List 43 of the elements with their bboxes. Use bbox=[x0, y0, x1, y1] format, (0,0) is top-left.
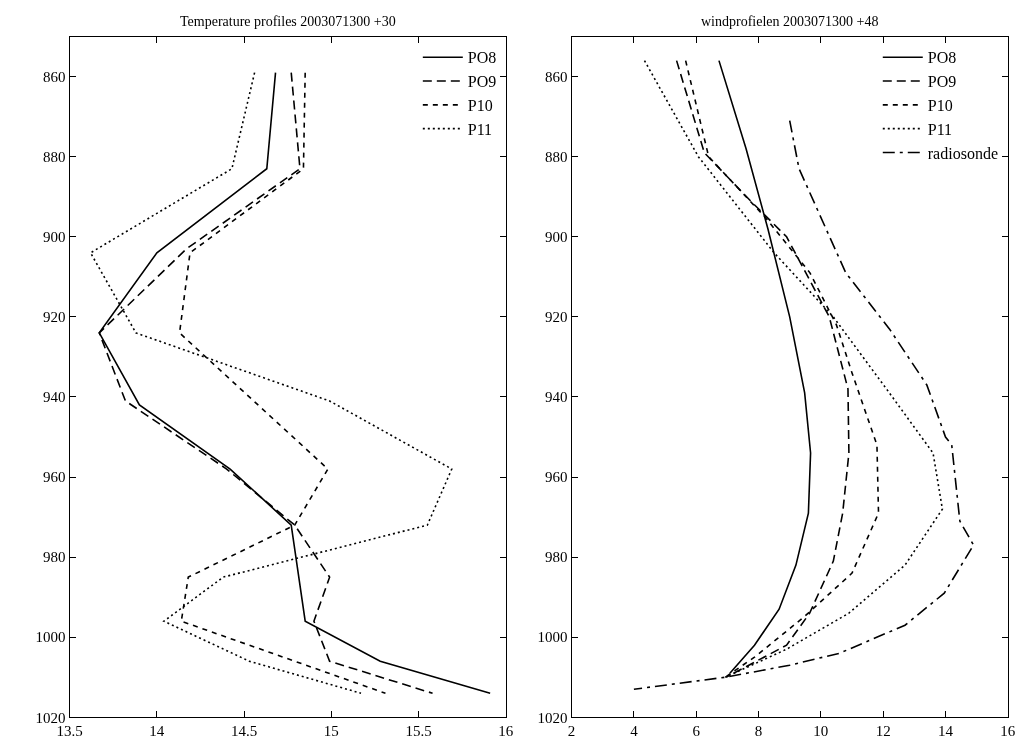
y-tick-label: 920 bbox=[43, 309, 66, 326]
x-tick-label: 16 bbox=[498, 723, 514, 740]
y-tick-label: 900 bbox=[545, 229, 568, 246]
y-tick-label: 960 bbox=[545, 469, 568, 486]
y-tick-label: 1000 bbox=[537, 629, 568, 646]
x-tick-label: 2 bbox=[567, 723, 576, 740]
y-tick-label: 860 bbox=[43, 68, 66, 85]
y-tick-label: 1020 bbox=[35, 709, 66, 726]
legend-label: PO9 bbox=[467, 73, 497, 91]
x-tick-label: 14 bbox=[938, 723, 954, 740]
y-tick-label: 900 bbox=[43, 229, 66, 246]
y-tick-label: 1020 bbox=[537, 709, 568, 726]
x-tick-label: 10 bbox=[813, 723, 829, 740]
x-tick-label: 4 bbox=[630, 723, 639, 740]
y-tick-label: 940 bbox=[43, 389, 66, 406]
x-tick-label: 16 bbox=[1000, 723, 1016, 740]
legend-label: P10 bbox=[467, 97, 493, 115]
x-tick-label: 15.5 bbox=[405, 723, 432, 740]
chart-title: windprofielen 2003071300 +48 bbox=[701, 14, 879, 29]
x-tick-label: 14.5 bbox=[230, 723, 258, 740]
legend-label: radiosonde bbox=[927, 144, 998, 162]
y-tick-label: 940 bbox=[545, 389, 568, 406]
legend-label: P11 bbox=[927, 120, 953, 138]
x-tick-label: 15 bbox=[323, 723, 339, 740]
legend-label: P10 bbox=[927, 97, 953, 115]
x-tick-label: 12 bbox=[875, 723, 891, 740]
y-tick-label: 880 bbox=[545, 148, 568, 165]
legend-label: PO9 bbox=[927, 73, 957, 91]
legend-label: P11 bbox=[467, 120, 493, 138]
y-tick-label: 880 bbox=[43, 148, 66, 165]
x-tick-label: 8 bbox=[754, 723, 763, 740]
y-tick-label: 1000 bbox=[35, 629, 66, 646]
legend-label: PO8 bbox=[467, 49, 497, 67]
chart-title: Temperature profiles 2003071300 +30 bbox=[180, 14, 396, 29]
x-tick-label: 14 bbox=[149, 723, 165, 740]
y-tick-label: 980 bbox=[43, 549, 66, 566]
x-tick-label: 6 bbox=[692, 723, 701, 740]
y-tick-label: 960 bbox=[43, 469, 66, 486]
x-tick-label: 13.5 bbox=[56, 723, 83, 740]
legend-label: PO8 bbox=[927, 49, 957, 67]
y-tick-label: 980 bbox=[545, 549, 568, 566]
y-tick-label: 920 bbox=[545, 309, 568, 326]
y-tick-label: 860 bbox=[545, 68, 568, 85]
